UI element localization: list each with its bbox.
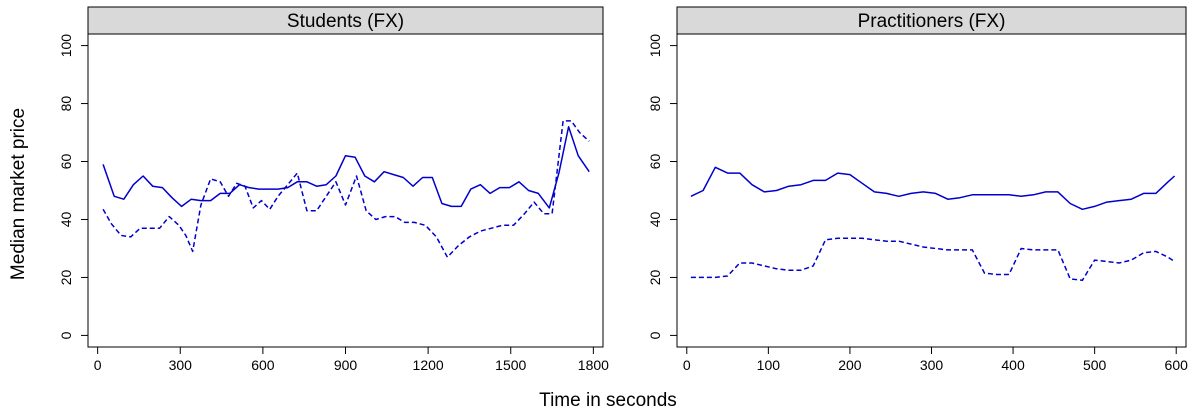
series-line-dashed xyxy=(102,120,590,258)
x-tick-label: 0 xyxy=(94,357,102,373)
y-tick-label: 100 xyxy=(58,34,74,58)
x-tick-label: 200 xyxy=(838,357,862,373)
x-tick-label: 1200 xyxy=(413,357,444,373)
x-tick-label: 100 xyxy=(757,357,781,373)
x-tick-label: 600 xyxy=(251,357,275,373)
y-tick-label: 60 xyxy=(58,154,74,170)
panel-practitioners: Practitioners (FX) 0 20 40 60 80 100 0 100 200 300… xyxy=(647,6,1189,373)
y-tick-label: 0 xyxy=(647,331,663,339)
x-tick-label: 0 xyxy=(683,357,691,373)
x-tick-label: 300 xyxy=(920,357,944,373)
y-tick-label: 80 xyxy=(58,96,74,112)
x-tick-label: 1800 xyxy=(578,357,609,373)
y-tick-label: 20 xyxy=(647,269,663,285)
y-tick-label: 20 xyxy=(58,269,74,285)
y-tick-label: 40 xyxy=(647,211,663,227)
x-tick-label: 1500 xyxy=(495,357,526,373)
y-tick-label: 80 xyxy=(647,96,663,112)
panel-title: Practitioners (FX) xyxy=(858,11,1006,32)
x-tick-label: 900 xyxy=(334,357,358,373)
y-tick-label: 40 xyxy=(58,211,74,227)
y-axis-label: Median market price xyxy=(8,108,29,280)
plot-frame xyxy=(676,33,1187,348)
panel-strip xyxy=(87,6,604,35)
x-axis-label: Time in seconds xyxy=(539,390,677,411)
y-tick-label: 0 xyxy=(58,331,74,339)
y-tick-label: 60 xyxy=(647,154,663,170)
panel-title: Students (FX) xyxy=(287,11,404,32)
panel-students: Students (FX) 0 20 40 60 80 100 0 300 600 900 1200 1… xyxy=(58,6,609,373)
series-line-solid xyxy=(690,166,1176,211)
x-tick-label: 400 xyxy=(1001,357,1025,373)
series-line-solid xyxy=(102,125,590,209)
x-tick-label: 600 xyxy=(1165,357,1189,373)
x-tick-label: 500 xyxy=(1083,357,1107,373)
y-tick-label: 100 xyxy=(647,34,663,58)
series-line-dashed xyxy=(690,237,1176,282)
x-tick-label: 300 xyxy=(169,357,193,373)
